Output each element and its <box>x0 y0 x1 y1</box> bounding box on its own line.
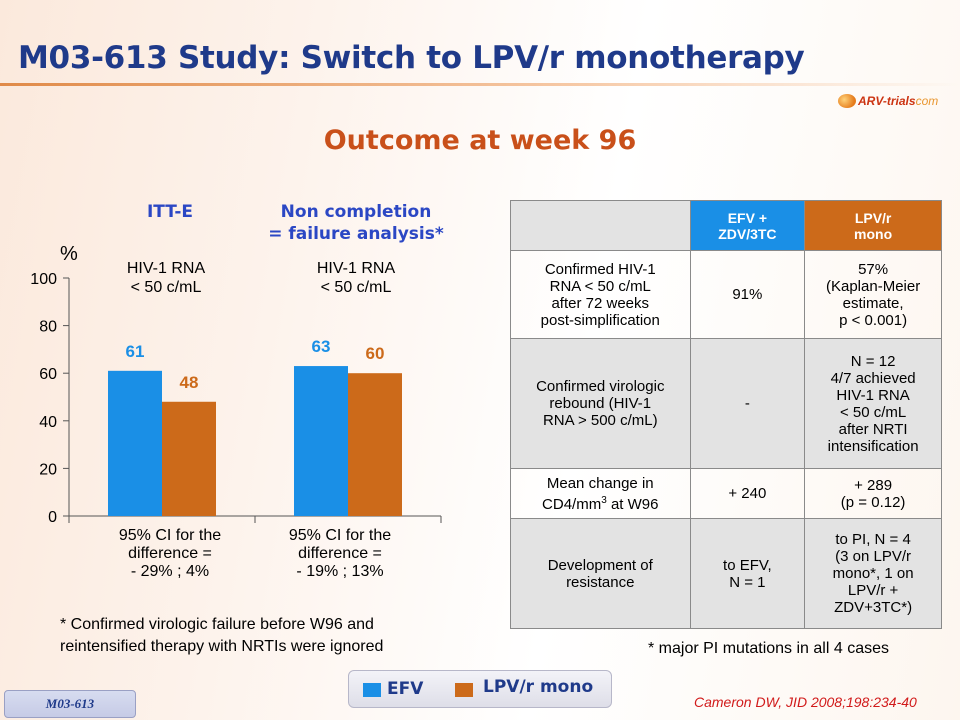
ci-text-itte: 95% CI for the difference = - 29% ; 4% <box>86 527 254 581</box>
group-label-noncompletion: HIV-1 RNA < 50 c/mL <box>286 259 426 297</box>
bar-value-label: 61 <box>126 342 145 361</box>
ci-text-noncompletion: 95% CI for the difference = - 19% ; 13% <box>256 527 424 581</box>
legend-swatch-lpv <box>455 683 473 697</box>
row-label: Development of resistance <box>510 518 691 629</box>
legend: EFV LPV/r mono <box>348 670 612 708</box>
cell-efv: 91% <box>689 250 806 339</box>
footnote-line: * Confirmed virologic failure before W96… <box>60 616 374 633</box>
chart-footnote: * Confirmed virologic failure before W96… <box>60 614 383 658</box>
logo-domain: com <box>915 94 939 108</box>
logo-text: ARV-trials <box>858 94 916 108</box>
title-divider <box>0 83 960 86</box>
table-header-lpv: LPV/r mono <box>804 200 942 251</box>
y-tick-label: 80 <box>39 319 57 336</box>
cell-efv: + 240 <box>689 468 806 519</box>
chart-header-line2: = failure analysis* <box>268 224 444 244</box>
legend-label-efv: EFV <box>387 679 424 699</box>
ci-line: 95% CI for the <box>288 527 392 544</box>
chart-header-noncompletion: Non completion = failure analysis* <box>256 201 456 245</box>
bar-value-label: 48 <box>180 373 199 392</box>
group-label-line: < 50 c/mL <box>320 279 392 296</box>
chart-header-line1: Non completion <box>280 202 432 222</box>
table-row: Mean change in CD4/mm3 at W96 + 240 + 28… <box>510 468 942 519</box>
y-tick-label: 100 <box>30 271 57 288</box>
group-label-itte: HIV-1 RNA < 50 c/mL <box>96 259 236 297</box>
chart-header-itte: ITT-E <box>146 202 194 222</box>
bar-lpv-r-mono <box>162 401 216 516</box>
cell-lpv: to PI, N = 4 (3 on LPV/r mono*, 1 on LPV… <box>804 518 942 629</box>
cell-lpv: 57% (Kaplan-Meier estimate, p < 0.001) <box>804 250 942 339</box>
group-label-line: HIV-1 RNA <box>126 260 206 277</box>
table-corner-cell <box>510 200 691 251</box>
group-label-line: HIV-1 RNA <box>316 260 396 277</box>
citation: Cameron DW, JID 2008;198:234-40 <box>694 694 917 710</box>
table-row: Development of resistance to EFV, N = 1 … <box>510 518 942 629</box>
footnote-line: reintensified therapy with NRTIs were ig… <box>60 638 384 655</box>
bar-efv <box>108 370 162 516</box>
group-label-line: < 50 c/mL <box>130 279 202 296</box>
legend-swatch-efv <box>363 683 381 697</box>
y-tick-label: 0 <box>48 509 57 526</box>
table-footnote: * major PI mutations in all 4 cases <box>648 640 889 657</box>
legend-label-lpv: LPV/r mono <box>483 677 594 697</box>
ci-line: difference = <box>128 545 212 562</box>
bar-value-label: 63 <box>312 337 331 356</box>
bar-value-label: 60 <box>366 344 385 363</box>
row-label: Mean change in CD4/mm3 at W96 <box>510 468 691 519</box>
arv-trials-logo: ARV-trialscom <box>838 92 938 110</box>
slide-subtitle: Outcome at week 96 <box>323 125 637 156</box>
y-tick-label: 40 <box>39 414 57 431</box>
y-tick-label: 60 <box>39 366 57 383</box>
bar-efv <box>294 366 348 516</box>
study-badge: M03-613 <box>4 690 136 718</box>
cell-lpv: N = 12 4/7 achieved HIV-1 RNA < 50 c/mL … <box>804 338 942 469</box>
table-row: Confirmed virologic rebound (HIV-1 RNA >… <box>510 338 942 469</box>
logo-swirl-icon <box>838 94 856 108</box>
table-row: Confirmed HIV-1 RNA < 50 c/mL after 72 w… <box>510 250 942 339</box>
cell-lpv: + 289 (p = 0.12) <box>804 468 942 519</box>
ci-line: difference = <box>298 545 382 562</box>
bar-lpv-r-mono <box>348 373 402 516</box>
ci-line: 95% CI for the <box>118 527 222 544</box>
bar-chart: % 0 20 40 60 80 100 61 48 63 60 <box>30 243 442 526</box>
cell-efv: to EFV, N = 1 <box>689 518 806 629</box>
row-label: Confirmed virologic rebound (HIV-1 RNA >… <box>510 338 691 469</box>
y-axis-label: % <box>60 243 78 265</box>
table-header-row: EFV + ZDV/3TC LPV/r mono <box>510 200 942 251</box>
ci-line: - 19% ; 13% <box>296 563 384 580</box>
y-tick-label: 20 <box>39 461 57 478</box>
row-label: Confirmed HIV-1 RNA < 50 c/mL after 72 w… <box>510 250 691 339</box>
table-header-efv: EFV + ZDV/3TC <box>689 200 806 251</box>
slide-title: M03-613 Study: Switch to LPV/r monothera… <box>18 40 805 76</box>
cell-efv: - <box>689 338 806 469</box>
results-table: EFV + ZDV/3TC LPV/r mono Confirmed HIV-1… <box>510 200 942 629</box>
ci-line: - 29% ; 4% <box>130 563 210 580</box>
